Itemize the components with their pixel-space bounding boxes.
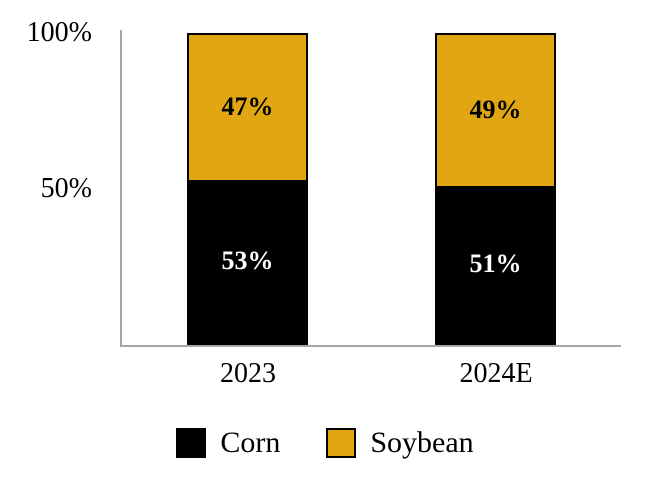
bar-segment-soybean-2024e: 49%	[437, 35, 554, 186]
y-axis-tick-100: 100%	[26, 17, 92, 48]
legend-label-corn: Corn	[220, 426, 281, 459]
legend-swatch-corn	[176, 428, 207, 458]
x-axis-line	[120, 345, 621, 347]
x-axis-label-layer: 2023 2024E	[0, 356, 650, 396]
chart-legend: Corn Soybean	[0, 422, 650, 464]
bar-value-label-soybean-2023: 47%	[221, 92, 274, 122]
bar-2023: 47% 53%	[187, 33, 308, 345]
x-axis-label-2023: 2023	[220, 358, 276, 389]
bar-value-label-soybean-2024e: 49%	[469, 95, 522, 125]
bar-segment-soybean-2023: 47%	[189, 35, 306, 180]
y-axis-tick-layer: 100% 50%	[0, 0, 92, 360]
x-axis-label-2024e: 2024E	[459, 358, 533, 389]
legend-item-soybean: Soybean	[326, 426, 474, 460]
y-axis-line	[120, 30, 122, 346]
legend-label-soybean: Soybean	[370, 426, 474, 459]
bar-segment-corn-2023: 53%	[189, 179, 306, 343]
bar-value-label-corn-2024e: 51%	[469, 249, 522, 279]
legend-item-corn: Corn	[176, 426, 280, 460]
legend-swatch-soybean	[326, 428, 357, 458]
plot-area: 47% 53% 49% 51%	[121, 33, 620, 345]
bar-2024e: 49% 51%	[435, 33, 556, 345]
bar-value-label-corn-2023: 53%	[221, 246, 274, 276]
bar-segment-corn-2024e: 51%	[437, 185, 554, 343]
y-axis-tick-50: 50%	[40, 173, 92, 204]
